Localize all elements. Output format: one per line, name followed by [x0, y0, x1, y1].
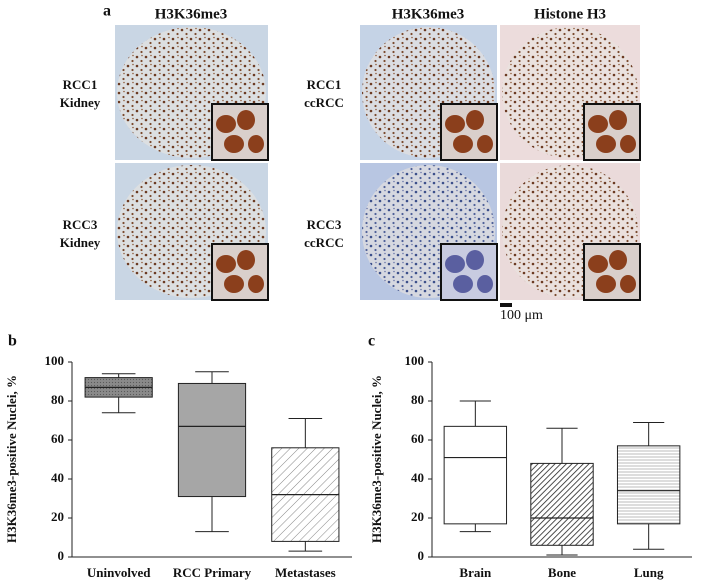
inset-nucleus: [588, 255, 608, 273]
y-axis-label: H3K36me3-positive Nuclei, %: [4, 375, 19, 543]
inset-nucleus: [216, 255, 236, 273]
inset-nucleus: [466, 250, 484, 270]
inset-nucleus: [445, 115, 465, 133]
row-label: Kidney: [60, 235, 101, 250]
x-tick-label: RCC Primary: [173, 565, 252, 580]
inset-nucleus: [453, 135, 473, 153]
x-tick-label: Bone: [548, 565, 576, 580]
column-title: Histone H3: [534, 6, 606, 22]
inset-nucleus: [237, 110, 255, 130]
inset-nucleus: [248, 275, 264, 293]
y-tick-label: 100: [45, 353, 65, 368]
column-title: H3K36me3: [392, 6, 465, 22]
y-tick-label: 40: [51, 470, 64, 485]
inset-nucleus: [620, 135, 636, 153]
inset-nucleus: [620, 275, 636, 293]
inset-nucleus: [596, 135, 616, 153]
inset-nucleus: [609, 110, 627, 130]
inset-nucleus: [609, 250, 627, 270]
panel-label: b: [8, 333, 17, 350]
scale-bar: [500, 303, 512, 307]
y-tick-label: 40: [411, 470, 424, 485]
inset-nucleus: [216, 115, 236, 133]
x-tick-label: Lung: [634, 565, 664, 580]
y-tick-label: 0: [58, 548, 65, 563]
row-label: ccRCC: [304, 95, 344, 110]
row-label: Kidney: [60, 95, 101, 110]
inset-nucleus: [224, 275, 244, 293]
y-tick-label: 60: [411, 431, 424, 446]
inset-nucleus: [453, 275, 473, 293]
box: [177, 382, 247, 498]
inset-nucleus: [477, 275, 493, 293]
y-tick-label: 80: [411, 392, 424, 407]
inset-nucleus: [477, 135, 493, 153]
inset-nucleus: [588, 115, 608, 133]
panel-a: a H3K36me3 H3K36me3 Histone H3 RCC1 Kidn…: [60, 3, 641, 323]
y-axis-label: H3K36me3-positive Nuclei, %: [369, 375, 384, 543]
box: [616, 445, 681, 525]
scale-bar-label: 100 μm: [500, 308, 543, 323]
inset-nucleus: [466, 110, 484, 130]
y-tick-label: 80: [51, 392, 64, 407]
x-tick-label: Brain: [459, 565, 492, 580]
x-tick-label: Metastases: [275, 565, 336, 580]
y-tick-label: 20: [411, 509, 424, 524]
panel-label: c: [368, 333, 375, 350]
inset-nucleus: [596, 275, 616, 293]
inset-nucleus: [224, 135, 244, 153]
row-label: RCC1: [63, 77, 98, 92]
y-tick-label: 0: [418, 548, 425, 563]
row-label: ccRCC: [304, 235, 344, 250]
panel-label: a: [103, 3, 111, 20]
box: [443, 425, 508, 525]
row-label: RCC3: [63, 217, 98, 232]
y-tick-label: 20: [51, 509, 64, 524]
column-title: H3K36me3: [155, 6, 228, 22]
y-tick-label: 60: [51, 431, 64, 446]
inset-nucleus: [248, 135, 264, 153]
box: [530, 462, 594, 546]
row-label: RCC1: [307, 77, 342, 92]
inset-nucleus: [445, 255, 465, 273]
inset-nucleus: [237, 250, 255, 270]
row-label: RCC3: [307, 217, 342, 232]
y-tick-label: 100: [405, 353, 425, 368]
x-tick-label: Uninvolved: [87, 565, 151, 580]
